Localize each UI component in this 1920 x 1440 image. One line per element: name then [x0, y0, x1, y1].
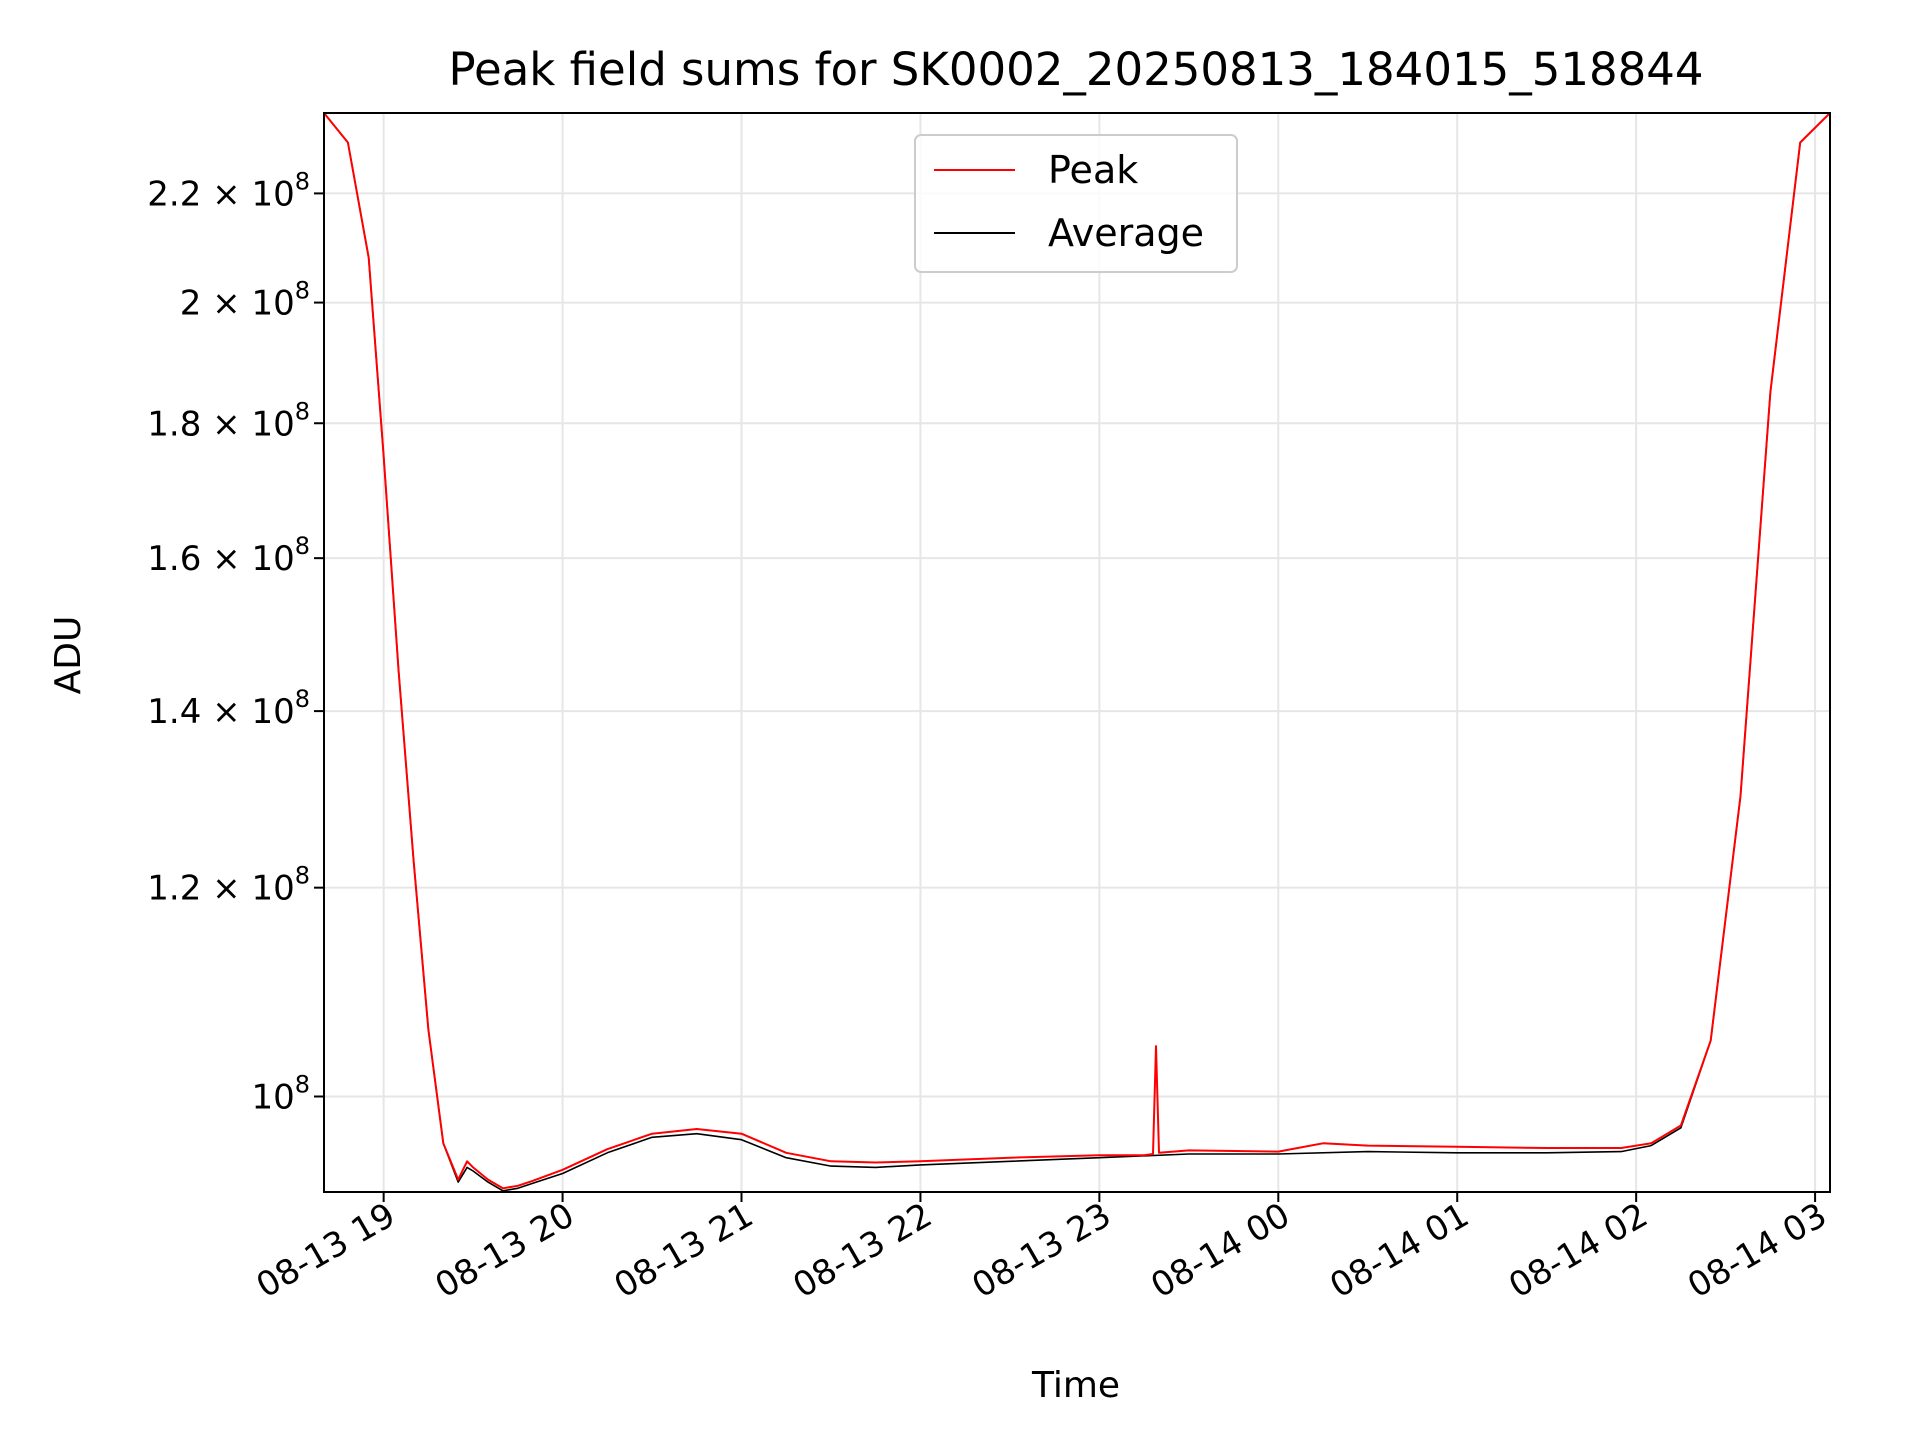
legend-label-average: Average — [1048, 211, 1204, 255]
grid — [324, 113, 1830, 1192]
axes-frame — [323, 112, 1831, 1193]
y-axis-label: ADU — [48, 616, 89, 695]
legend: Peak Average — [914, 134, 1238, 273]
plot-area — [323, 112, 1831, 1192]
y-tick-label: 2 × 108 — [180, 277, 310, 324]
x-axis-label: Time — [1031, 1365, 1120, 1406]
y-tick-label: 1.4 × 108 — [147, 685, 310, 732]
chart-title: Peak field sums for SK0002_20250813_1840… — [449, 43, 1704, 96]
series-line-peak — [323, 112, 1831, 1190]
legend-label-peak: Peak — [1048, 148, 1138, 192]
y-tick-label: 1.6 × 108 — [147, 532, 310, 579]
y-tick-label: 2.2 × 108 — [147, 167, 310, 214]
y-tick-label: 1.2 × 108 — [147, 862, 310, 909]
y-tick-label: 1.8 × 108 — [147, 397, 310, 444]
